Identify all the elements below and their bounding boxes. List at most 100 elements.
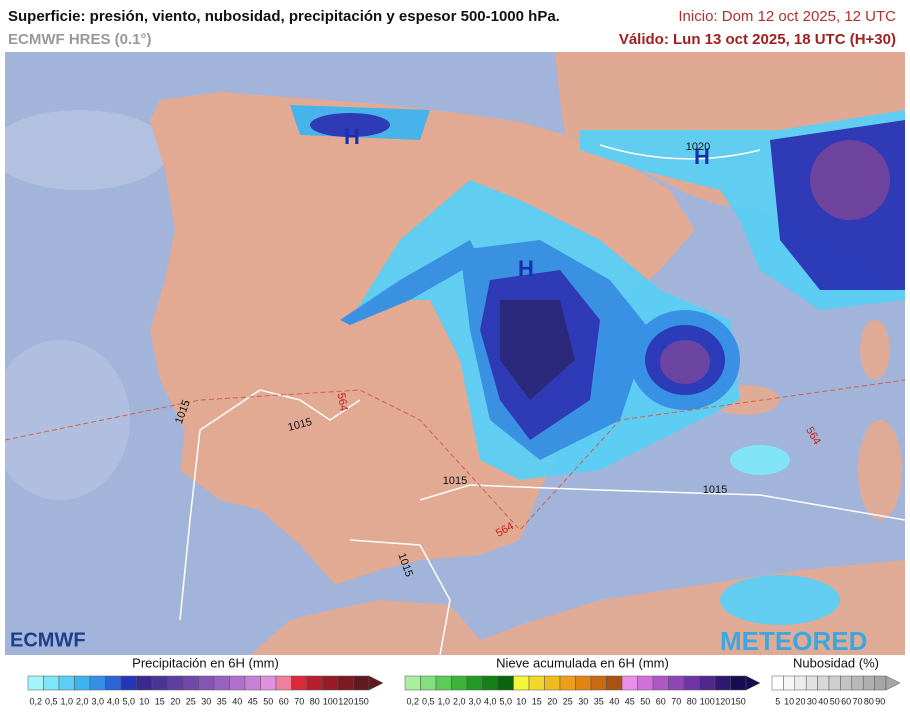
legend-title: Nubosidad (%) xyxy=(793,655,879,670)
isobar-label: 1015 xyxy=(443,475,467,487)
legend-arrow xyxy=(368,675,384,691)
legend-label: 0,5 xyxy=(45,696,58,706)
legend-swatch xyxy=(404,675,421,691)
legend-swatch xyxy=(275,675,292,691)
legend-swatch xyxy=(198,675,215,691)
legend-label: 5,0 xyxy=(122,696,135,706)
legend-label: 25 xyxy=(186,696,196,706)
high-pressure: H xyxy=(344,124,360,149)
legend-label: 70 xyxy=(852,696,862,706)
legend-label: 40 xyxy=(232,696,242,706)
legend-swatch xyxy=(420,675,437,691)
legend-swatch xyxy=(167,675,184,691)
legend-label: 35 xyxy=(217,696,227,706)
legend-swatch xyxy=(337,675,354,691)
legend-label: 70 xyxy=(294,696,304,706)
legend-swatch xyxy=(136,675,153,691)
legend-swatch xyxy=(828,675,841,691)
map: H H H 1020 1015 1015 1015 1015 1015 564 … xyxy=(5,52,905,655)
legend-swatch xyxy=(730,675,747,691)
legend-label: 5 xyxy=(775,696,780,706)
legend-swatch xyxy=(606,675,623,691)
legend-label: 100 xyxy=(700,696,715,706)
legend-swatch xyxy=(74,675,91,691)
legend-label: 20 xyxy=(795,696,805,706)
legend-swatch xyxy=(451,675,468,691)
legend-label: 100 xyxy=(323,696,338,706)
legend-swatch xyxy=(851,675,864,691)
legend-swatch xyxy=(497,675,514,691)
legend-label: 60 xyxy=(279,696,289,706)
high-pressure: H xyxy=(518,256,534,281)
legend-swatch xyxy=(322,675,339,691)
legend-swatch xyxy=(182,675,199,691)
legend-label: 4,0 xyxy=(107,696,120,706)
legend-swatch xyxy=(229,675,246,691)
legend-label: 150 xyxy=(731,696,746,706)
legend-label: 30 xyxy=(807,696,817,706)
legend-swatch xyxy=(771,675,784,691)
legends: Precipitación en 6H (mm)0,2 0,5 1,0 2,0 3,0 4… xyxy=(27,655,901,706)
legend-swatch xyxy=(840,675,853,691)
legend-swatch xyxy=(590,675,607,691)
legend-label: 80 xyxy=(687,696,697,706)
legend-swatch xyxy=(544,675,561,691)
legend-label: 35 xyxy=(594,696,604,706)
isobar-label: 1015 xyxy=(703,484,727,496)
legend-label: 2,0 xyxy=(453,696,466,706)
logo-ecmwf: ECMWF xyxy=(10,629,86,651)
legend-arrow xyxy=(885,675,901,691)
legend-swatch xyxy=(120,675,137,691)
legend-swatch xyxy=(353,675,370,691)
legend-label: 90 xyxy=(875,696,885,706)
legend-label: 20 xyxy=(547,696,557,706)
legend-label: 20 xyxy=(170,696,180,706)
legend-swatch xyxy=(637,675,654,691)
legend-label: 10 xyxy=(139,696,149,706)
legend-label: 80 xyxy=(864,696,874,706)
legend-swatch xyxy=(862,675,875,691)
legend-label: 10 xyxy=(516,696,526,706)
legend-label: 30 xyxy=(578,696,588,706)
legend-label: 40 xyxy=(818,696,828,706)
legend-label: 2,0 xyxy=(76,696,89,706)
legend-swatch xyxy=(652,675,669,691)
legend-swatch xyxy=(291,675,308,691)
legend-label: 15 xyxy=(155,696,165,706)
legend-swatch xyxy=(699,675,716,691)
legend-swatch xyxy=(668,675,685,691)
legend-label: 10 xyxy=(784,696,794,706)
legend-label: 5,0 xyxy=(499,696,512,706)
legend-swatch xyxy=(482,675,499,691)
legend-label: 1,0 xyxy=(60,696,73,706)
legend-swatch xyxy=(466,675,483,691)
legend-arrow xyxy=(745,675,761,691)
legend-label: 45 xyxy=(625,696,635,706)
legend-label: 0,2 xyxy=(29,696,42,706)
legend-swatch xyxy=(783,675,796,691)
legend-label: 50 xyxy=(640,696,650,706)
legend-swatch xyxy=(621,675,638,691)
model: ECMWF HRES (0.1°) xyxy=(8,31,152,48)
legend-swatch xyxy=(874,675,887,691)
legend-label: 3,0 xyxy=(468,696,481,706)
legend-label: 60 xyxy=(656,696,666,706)
legend-swatch xyxy=(27,675,44,691)
legend-label: 40 xyxy=(609,696,619,706)
init-time: Inicio: Dom 12 oct 2025, 12 UTC xyxy=(678,8,896,25)
high-pressure: H xyxy=(694,144,710,169)
legend-swatch xyxy=(575,675,592,691)
valid-time: Válido: Lun 13 oct 2025, 18 UTC (H+30) xyxy=(619,31,896,48)
legend-label: 50 xyxy=(263,696,273,706)
legend-swatch xyxy=(805,675,818,691)
legend-swatch xyxy=(435,675,452,691)
legend-swatch xyxy=(151,675,168,691)
legend-label: 25 xyxy=(563,696,573,706)
legend-title: Nieve acumulada en 6H (mm) xyxy=(496,655,669,670)
legend-label: 120 xyxy=(715,696,730,706)
legend-title: Precipitación en 6H (mm) xyxy=(132,655,279,670)
legend-label: 60 xyxy=(841,696,851,706)
legend-label: 1,0 xyxy=(437,696,450,706)
isobar-label: 1020 xyxy=(686,141,710,153)
